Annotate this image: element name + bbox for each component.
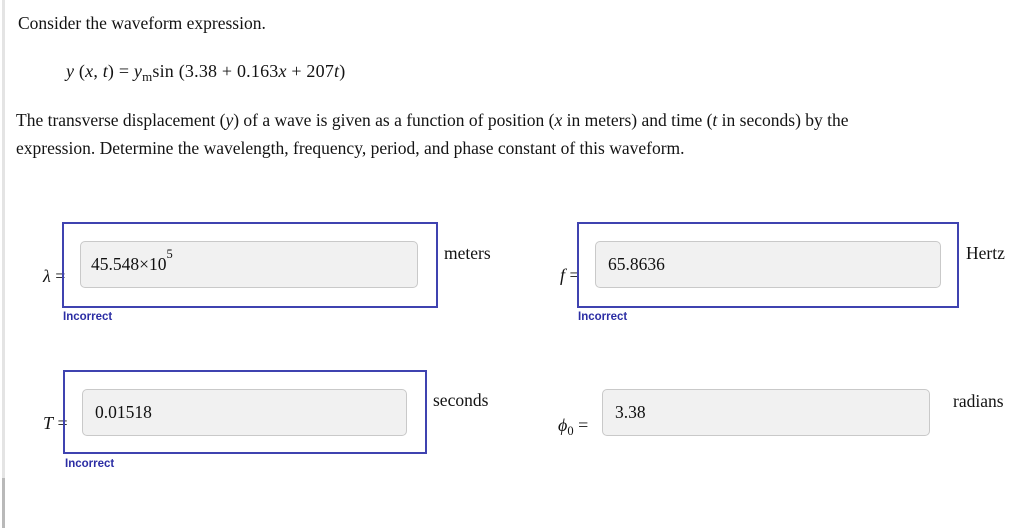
period-status: Incorrect [65,458,115,470]
period-input[interactable] [82,389,407,436]
left-scrollbar-track [2,0,5,528]
frequency-incorrect-box [577,222,959,308]
wavelength-status: Incorrect [63,311,113,323]
frequency-input[interactable] [595,241,941,288]
frequency-unit: Hertz [966,243,1005,263]
period-incorrect-box [63,370,427,454]
wavelength-input[interactable]: 45.548 ×10 5 [80,241,418,288]
waveform-equation: y (x, t) = ymsin (3.38 + 0.163x + 207t) [66,61,346,84]
frequency-status: Incorrect [578,311,628,323]
phase-unit: radians [953,391,1004,411]
problem-paragraph-line1: The transverse displacement (y) of a wav… [16,110,849,130]
problem-paragraph-line2: expression. Determine the wavelength, fr… [16,138,685,158]
period-label: T = [43,412,68,433]
frequency-label: f = [560,264,580,285]
wavelength-unit: meters [444,243,491,263]
left-scrollbar-thumb[interactable] [2,478,5,528]
phase-label: ϕ0 = [558,414,589,438]
eq-y: y [66,61,75,81]
wavelength-label: λ = [43,265,66,286]
wavelength-incorrect-box [62,222,438,308]
wavelength-exponent: 5 [166,247,173,261]
period-unit: seconds [433,390,489,410]
phase-input[interactable] [602,389,930,436]
problem-intro: Consider the waveform expression. [18,13,266,33]
